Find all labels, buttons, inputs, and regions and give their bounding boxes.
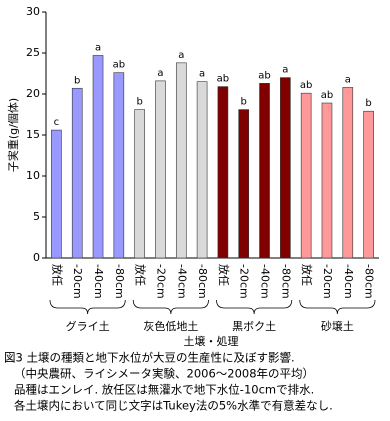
bar — [321, 102, 333, 259]
bar — [71, 87, 83, 259]
group-label: 灰色低地土 — [143, 319, 198, 333]
y-tick-label: 25 — [26, 46, 40, 59]
x-tick-label: -80cm — [196, 264, 209, 299]
x-tick-label: -80cm — [113, 264, 126, 299]
x-tick-label: -20cm — [154, 264, 167, 299]
y-tick-label: 20 — [26, 87, 40, 100]
significance-letter: ab — [321, 90, 333, 101]
bar — [175, 62, 187, 259]
bar — [280, 77, 291, 259]
bar — [259, 83, 270, 259]
caption-line: 図3 土壌の種類と地下水位が大豆の生産性に及ぼす影響. — [4, 351, 295, 365]
group-brace — [299, 299, 376, 315]
group-label: 黒ボク土 — [232, 320, 276, 333]
significance-letter: b — [74, 75, 80, 86]
bar — [51, 129, 62, 259]
caption-line: 各土壌内において同じ文字はTukey法の5%水準で有意差なし. — [14, 399, 333, 413]
x-tick-label: -80cm — [363, 264, 376, 299]
group-brace — [49, 299, 126, 315]
significance-letter: a — [178, 50, 184, 61]
significance-letter: b — [241, 97, 247, 108]
x-tick-label: -80cm — [279, 264, 292, 299]
significance-letter: ab — [113, 60, 125, 71]
group-label: 砂壌土 — [321, 320, 354, 333]
bar — [342, 87, 354, 259]
significance-letter: a — [199, 69, 205, 80]
bar — [92, 55, 104, 259]
x-axis-title: 土壌・処理 — [184, 335, 239, 348]
group-label: グライ土 — [66, 319, 110, 333]
significance-letter: b — [136, 97, 142, 108]
y-tick-label: 10 — [26, 169, 40, 182]
significance-letter: ab — [217, 74, 229, 85]
x-tick-label: -20cm — [321, 264, 334, 299]
y-axis-title: 子実重(g/個体) — [6, 98, 20, 172]
bar — [238, 109, 250, 259]
significance-letter: a — [95, 42, 101, 53]
x-tick-label: -40cm — [92, 264, 105, 299]
x-tick-label: 放任 — [300, 264, 314, 286]
x-tick-label: -40cm — [175, 264, 188, 299]
significance-letter: a — [157, 68, 163, 79]
x-tick-label: 放任 — [50, 264, 64, 286]
significance-letter: b — [365, 98, 371, 109]
y-tick-label: 30 — [26, 5, 40, 18]
x-tick-label: 放任 — [217, 264, 231, 286]
y-tick-label: 5 — [33, 210, 40, 223]
y-tick-label: 0 — [33, 251, 40, 264]
significance-letter: ab — [258, 70, 270, 81]
x-tick-label: -20cm — [71, 264, 84, 299]
significance-letter: ab — [300, 80, 312, 91]
x-tick-label: 放任 — [134, 264, 148, 286]
bar — [217, 86, 229, 259]
y-tick-label: 15 — [26, 128, 40, 141]
x-tick-label: -40cm — [342, 264, 355, 299]
significance-letter: a — [345, 74, 351, 85]
group-brace — [132, 299, 209, 315]
caption-line: 品種はエンレイ. 放任区は無灌水で地下水位-10cmで排水. — [14, 383, 314, 397]
bar — [363, 110, 374, 259]
bar — [155, 80, 166, 259]
x-tick-label: -20cm — [238, 264, 251, 299]
group-brace — [216, 299, 293, 315]
bar — [134, 109, 145, 259]
caption-line: （中央農研、ライシメータ実験、2006～2008年の平均） — [14, 367, 314, 381]
bar — [113, 72, 125, 259]
bar — [300, 92, 312, 259]
bar — [196, 81, 208, 259]
significance-letter: c — [54, 117, 60, 128]
x-tick-label: -40cm — [259, 264, 272, 299]
significance-letter: a — [282, 65, 288, 76]
